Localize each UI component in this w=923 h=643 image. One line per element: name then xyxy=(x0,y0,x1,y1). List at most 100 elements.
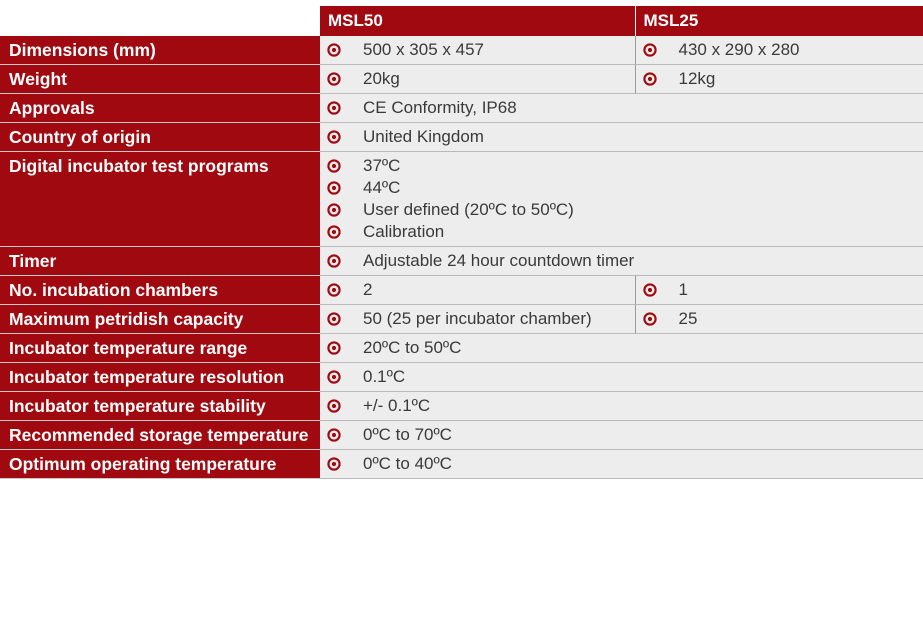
spec-value-both-models: 0.1ºC xyxy=(320,362,923,392)
value-text: 500 x 305 x 457 xyxy=(363,40,484,59)
value-text: 50 (25 per incubator chamber) xyxy=(363,309,592,328)
spec-value-msl50: 2 xyxy=(320,275,636,305)
value-text: 25 xyxy=(678,309,698,328)
spec-row: Weight 20kg 12kg xyxy=(0,64,923,94)
spec-value-both-models: 0ºC to 70ºC xyxy=(320,420,923,450)
value-line: CE Conformity, IP68 xyxy=(327,97,919,119)
value-line: 44ºC xyxy=(327,177,919,199)
target-bullet-icon xyxy=(642,43,659,57)
target-bullet-icon xyxy=(642,72,659,86)
spec-value-both-models: +/- 0.1ºC xyxy=(320,391,923,421)
target-bullet-icon xyxy=(642,312,659,326)
value-text: 0.1ºC xyxy=(363,367,406,386)
spec-value-both-models: 37ºC 44ºC User defined (20ºC to 50ºC) Calib… xyxy=(320,151,923,247)
value-text: CE Conformity, IP68 xyxy=(363,98,517,117)
spec-row: Optimum operating temperature 0ºC to 40ºC xyxy=(0,449,923,479)
target-bullet-icon xyxy=(327,225,343,239)
value-text: User defined (20ºC to 50ºC) xyxy=(363,200,574,219)
target-bullet-icon xyxy=(327,312,343,326)
target-bullet-icon xyxy=(327,283,343,297)
spec-label: Weight xyxy=(0,64,320,94)
spec-label: Approvals xyxy=(0,93,320,123)
value-line: 20kg xyxy=(327,68,631,90)
target-bullet-icon xyxy=(327,72,343,86)
value-line: User defined (20ºC to 50ºC) xyxy=(327,199,919,221)
spec-label: Dimensions (mm) xyxy=(0,36,320,65)
value-line: 430 x 290 x 280 xyxy=(642,39,919,61)
value-text: 430 x 290 x 280 xyxy=(678,40,800,59)
spec-value-both-models: United Kingdom xyxy=(320,122,923,152)
value-line: United Kingdom xyxy=(327,126,919,148)
value-text: 44ºC xyxy=(363,178,401,197)
value-text: +/- 0.1ºC xyxy=(363,396,431,415)
spec-label: No. incubation chambers xyxy=(0,275,320,305)
target-bullet-icon xyxy=(327,254,343,268)
target-bullet-icon xyxy=(327,101,343,115)
value-text: 0ºC to 40ºC xyxy=(363,454,452,473)
spec-value-both-models: 20ºC to 50ºC xyxy=(320,333,923,363)
spec-row: No. incubation chambers 2 1 xyxy=(0,275,923,305)
spec-value-msl50: 50 (25 per incubator chamber) xyxy=(320,304,636,334)
value-line: +/- 0.1ºC xyxy=(327,395,919,417)
spec-value-msl50: 500 x 305 x 457 xyxy=(320,36,636,65)
spec-value-msl25: 12kg xyxy=(635,64,923,94)
value-line: 50 (25 per incubator chamber) xyxy=(327,308,631,330)
spec-value-msl50: 20kg xyxy=(320,64,636,94)
value-line: 12kg xyxy=(642,68,919,90)
header-row: MSL50 MSL25 xyxy=(0,6,923,36)
target-bullet-icon xyxy=(642,283,659,297)
value-text: 20kg xyxy=(363,69,400,88)
value-line: 20ºC to 50ºC xyxy=(327,337,919,359)
spec-label: Maximum petridish capacity xyxy=(0,304,320,334)
spec-value-msl25: 1 xyxy=(635,275,923,305)
model-header-msl25: MSL25 xyxy=(635,6,923,36)
value-text: United Kingdom xyxy=(363,127,484,146)
value-text: 0ºC to 70ºC xyxy=(363,425,452,444)
spec-label: Incubator temperature range xyxy=(0,333,320,363)
value-line: Adjustable 24 hour countdown timer xyxy=(327,250,919,272)
target-bullet-icon xyxy=(327,457,343,471)
spec-row: Dimensions (mm) 500 x 305 x 457 430 x 290 … xyxy=(0,36,923,65)
spec-value-both-models: CE Conformity, IP68 xyxy=(320,93,923,123)
spec-label: Recommended storage temperature xyxy=(0,420,320,450)
target-bullet-icon xyxy=(327,159,343,173)
spec-row: Incubator temperature stability +/- 0.1ºC xyxy=(0,391,923,421)
spec-label: Optimum operating temperature xyxy=(0,449,320,479)
value-line: 2 xyxy=(327,279,631,301)
value-text: Calibration xyxy=(363,222,445,241)
value-line: Calibration xyxy=(327,221,919,243)
value-text: 12kg xyxy=(678,69,716,88)
spec-label: Incubator temperature resolution xyxy=(0,362,320,392)
model-header-msl50: MSL50 xyxy=(320,6,636,36)
spec-value-both-models: 0ºC to 40ºC xyxy=(320,449,923,479)
value-text: 2 xyxy=(363,280,373,299)
spec-table: MSL50 MSL25 Dimensions (mm) 500 x 305 x 4… xyxy=(0,6,923,479)
value-text: 1 xyxy=(678,280,688,299)
target-bullet-icon xyxy=(327,399,343,413)
spec-value-msl25: 25 xyxy=(635,304,923,334)
target-bullet-icon xyxy=(327,130,343,144)
spec-label: Incubator temperature stability xyxy=(0,391,320,421)
spec-row: Recommended storage temperature 0ºC to 70… xyxy=(0,420,923,450)
spec-value-msl25: 430 x 290 x 280 xyxy=(635,36,923,65)
spec-label: Timer xyxy=(0,246,320,276)
header-blank-cell xyxy=(0,6,320,36)
spec-row: Country of origin United Kingdom xyxy=(0,122,923,152)
spec-row: Timer Adjustable 24 hour countdown timer xyxy=(0,246,923,276)
value-line: 500 x 305 x 457 xyxy=(327,39,631,61)
value-line: 1 xyxy=(642,279,919,301)
target-bullet-icon xyxy=(327,370,343,384)
value-line: 0ºC to 40ºC xyxy=(327,453,919,475)
target-bullet-icon xyxy=(327,428,343,442)
target-bullet-icon xyxy=(327,341,343,355)
spec-value-both-models: Adjustable 24 hour countdown timer xyxy=(320,246,923,276)
target-bullet-icon xyxy=(327,43,343,57)
value-line: 37ºC xyxy=(327,155,919,177)
spec-label: Digital incubator test programs xyxy=(0,151,320,247)
spec-row: Maximum petridish capacity 50 (25 per inc… xyxy=(0,304,923,334)
value-text: Adjustable 24 hour countdown timer xyxy=(363,251,635,270)
target-bullet-icon xyxy=(327,203,343,217)
value-text: 20ºC to 50ºC xyxy=(363,338,462,357)
spec-label: Country of origin xyxy=(0,122,320,152)
target-bullet-icon xyxy=(327,181,343,195)
